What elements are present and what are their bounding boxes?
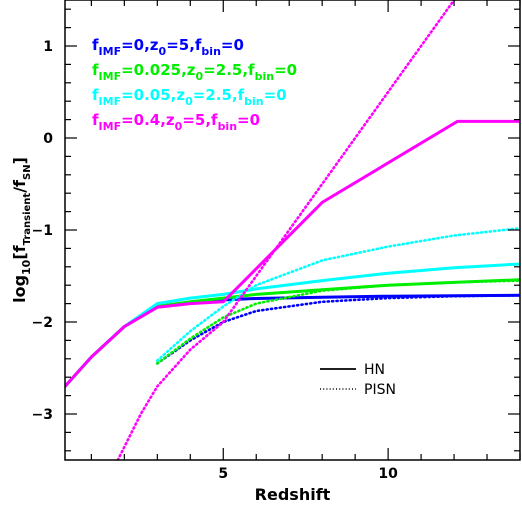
y-tick-label: 1 — [43, 39, 53, 55]
y-tick-label: −3 — [32, 407, 53, 423]
x-tick-label: 5 — [218, 466, 228, 482]
style-legend-label-pisn: PISN — [364, 382, 396, 398]
x-tick-label: 10 — [378, 466, 398, 482]
series-line-hn-3 — [65, 119, 520, 388]
series-line-pisn-4 — [156, 293, 520, 365]
y-tick-label: −2 — [32, 315, 53, 331]
plot-frame — [64, 0, 521, 461]
legend-entry-3: fIMF=0.4,z0=5,fbin=0 — [92, 111, 260, 133]
series-line-pisn-7 — [116, 0, 456, 460]
x-axis-title: Redshift — [255, 485, 331, 504]
series-line-pisn-6 — [156, 226, 520, 362]
legend-entry-0: fIMF=0,z0=5,fbin=0 — [92, 36, 244, 58]
y-tick-label: 0 — [43, 131, 53, 147]
style-legend-label-hn: HN — [364, 362, 385, 378]
legend-entry-1: fIMF=0.025,z0=2.5,fbin=0 — [92, 61, 297, 83]
y-axis-title: log10[fTransient/fSN] — [10, 157, 33, 303]
series-line-pisn-5 — [156, 279, 520, 365]
legend-entry-2: fIMF=0.05,z0=2.5,fbin=0 — [92, 86, 287, 108]
y-tick-label: −1 — [32, 223, 53, 239]
